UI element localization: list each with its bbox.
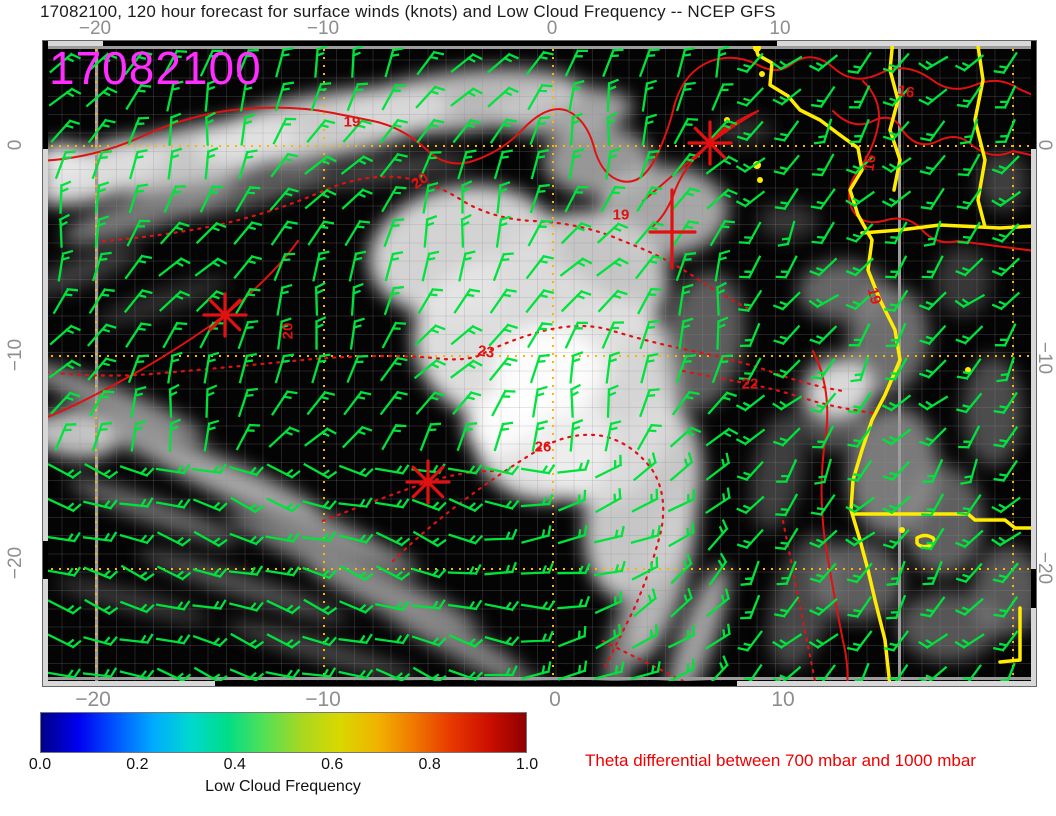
timestamp-label: 17082100 (49, 42, 262, 94)
map-border-bottom (43, 681, 1036, 686)
contour-label: 19 (343, 113, 361, 131)
contour-label: 19 (863, 285, 885, 307)
map-plot-area: 19 20 19 23 26 20 22 16 16 19 17082100 (42, 40, 1037, 687)
axis-tick: −20 (5, 546, 26, 580)
contour-label: 16 (860, 153, 880, 173)
colorbar-tick: 1.0 (515, 756, 539, 773)
marker-layer (202, 120, 733, 505)
contour-label: 20 (279, 322, 297, 340)
contour-labels-layer: 19 20 19 23 26 20 22 16 16 19 (43, 41, 1036, 686)
grid-line (43, 677, 1036, 680)
axis-tick: −10 (305, 688, 341, 711)
map-border-left (43, 41, 48, 686)
axis-tick: 0 (1034, 139, 1055, 151)
grid-line (43, 145, 1036, 147)
grid-line (43, 46, 1036, 49)
map-border-right (1031, 41, 1036, 686)
contour-label: 23 (476, 342, 496, 362)
axis-tick: −10 (1034, 341, 1055, 375)
contour-label: 20 (408, 169, 432, 193)
country-border (973, 41, 987, 229)
coastline-layer (724, 41, 1036, 686)
theta-caption: Theta differential between 700 mbar and … (585, 751, 976, 770)
axis-tick: −20 (75, 688, 111, 711)
country-border (851, 512, 1034, 530)
axis-tick: −10 (306, 18, 340, 39)
grid-line (43, 568, 1036, 570)
colorbar (40, 712, 527, 753)
colorbar-tick: 0.6 (321, 756, 344, 773)
axis-tick: 0 (5, 139, 26, 151)
grid-line (1012, 41, 1014, 686)
axis-tick: 0 (546, 18, 558, 39)
contour-label: 16 (896, 82, 916, 102)
grid-line (552, 41, 554, 686)
colorbar-tick: 0.4 (223, 756, 246, 773)
axis-tick: 10 (771, 688, 795, 711)
page-title: 17082100, 120 hour forecast for surface … (40, 2, 776, 21)
colorbar-tick: 0.8 (418, 756, 441, 773)
grid-line (323, 41, 325, 686)
africa-west-coast (751, 41, 902, 686)
wind-barb-layer (46, 44, 1022, 686)
coast-segment (998, 606, 1022, 664)
axis-tick: 10 (769, 18, 791, 39)
map-border-top (43, 41, 1036, 46)
colorbar-label: Low Cloud Frequency (205, 778, 361, 795)
axis-tick: 0 (549, 688, 561, 711)
contour-label: 19 (612, 206, 630, 224)
axis-tick: −20 (1034, 551, 1055, 585)
grid-line (95, 41, 97, 686)
contour-label: 26 (534, 438, 552, 456)
axis-tick: −20 (78, 18, 112, 39)
contour-label: 22 (741, 375, 759, 393)
colorbar-tick: 0.0 (28, 756, 52, 773)
colorbar-tick: 0.2 (126, 756, 149, 773)
axis-tick: −10 (5, 338, 26, 372)
